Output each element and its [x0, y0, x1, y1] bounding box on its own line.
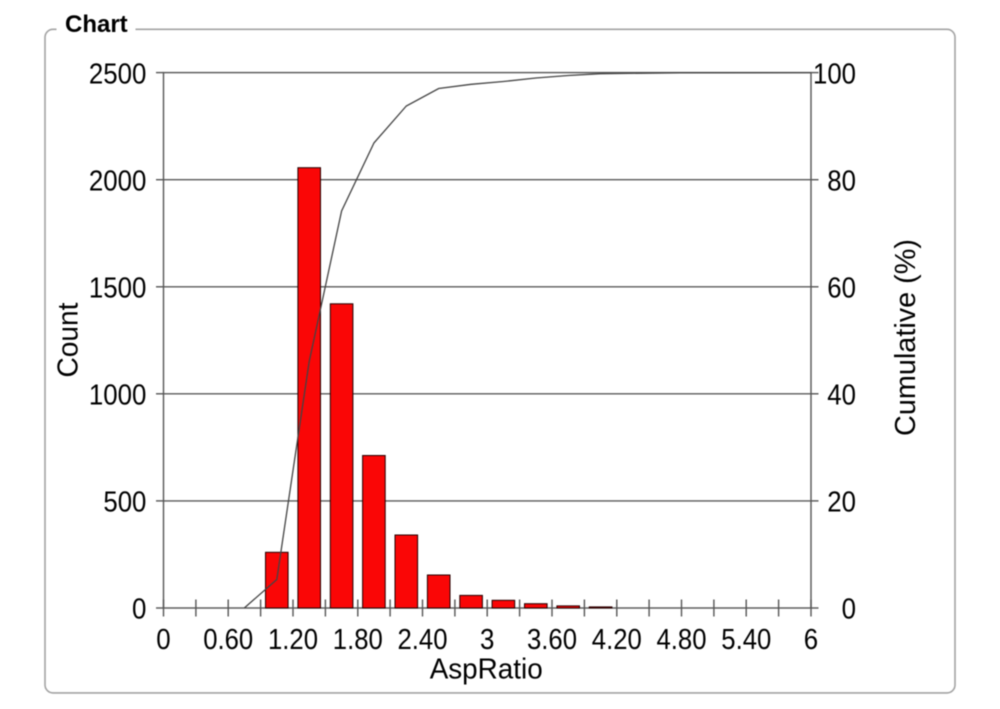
svg-text:AspRatio: AspRatio — [430, 653, 543, 685]
svg-text:0: 0 — [132, 594, 146, 626]
svg-text:20: 20 — [827, 487, 856, 519]
svg-text:1.20: 1.20 — [268, 624, 318, 656]
svg-text:5.40: 5.40 — [721, 624, 771, 656]
svg-text:Cumulative (%): Cumulative (%) — [890, 239, 922, 436]
svg-text:60: 60 — [827, 273, 856, 305]
svg-text:2000: 2000 — [89, 165, 147, 197]
svg-text:0: 0 — [156, 624, 170, 656]
svg-text:1000: 1000 — [89, 380, 147, 412]
svg-text:2.40: 2.40 — [398, 624, 448, 656]
svg-text:100: 100 — [813, 58, 856, 90]
svg-text:500: 500 — [103, 487, 146, 519]
svg-text:0.60: 0.60 — [203, 624, 253, 656]
svg-text:80: 80 — [827, 165, 856, 197]
svg-text:Count: Count — [52, 303, 84, 378]
svg-text:40: 40 — [827, 380, 856, 412]
svg-text:6: 6 — [804, 624, 818, 656]
svg-text:1500: 1500 — [89, 273, 147, 305]
svg-text:Chart: Chart — [65, 11, 128, 38]
svg-text:0: 0 — [842, 594, 856, 626]
svg-text:2500: 2500 — [89, 58, 147, 90]
svg-text:3: 3 — [480, 624, 494, 656]
svg-text:3.60: 3.60 — [527, 624, 577, 656]
svg-text:1.80: 1.80 — [333, 624, 383, 656]
svg-text:4.80: 4.80 — [657, 624, 707, 656]
svg-text:4.20: 4.20 — [592, 624, 642, 656]
